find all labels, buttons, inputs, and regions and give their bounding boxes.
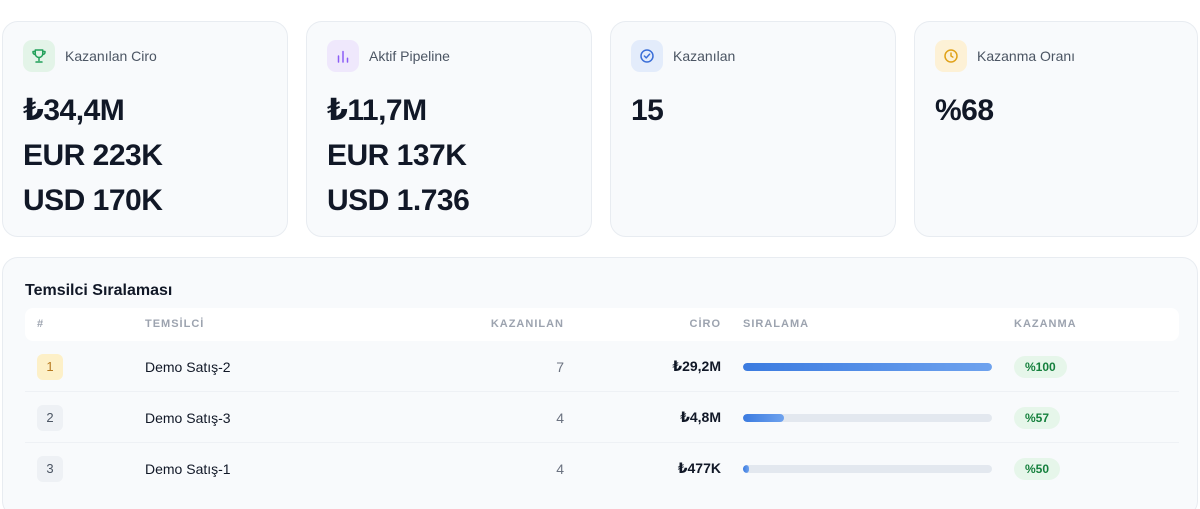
kpi-value: %68 xyxy=(935,94,994,127)
kpi-label: Kazanma Oranı xyxy=(977,48,1076,64)
rank-badge: 2 xyxy=(37,404,63,431)
kpi-value: EUR 137K xyxy=(327,139,467,172)
kpi-value: ₺34,4M xyxy=(23,94,125,127)
won-count: 4 xyxy=(556,460,564,477)
kpi-values: %68 xyxy=(935,88,994,133)
rank-badge: 3 xyxy=(37,455,63,482)
kpi-header: Aktif Pipeline xyxy=(327,40,450,72)
column-header-won[interactable]: KAZANILAN xyxy=(490,318,564,330)
kpi-value: USD 1.736 xyxy=(327,184,470,217)
table-row[interactable]: 2 Demo Satış-3 4 ₺4,8M %57 xyxy=(25,392,1179,443)
kpi-card-win-rate: Kazanma Oranı %68 xyxy=(914,21,1198,237)
trophy-icon xyxy=(23,40,55,72)
ranking-bar-fill xyxy=(743,413,784,422)
table-row[interactable]: 1 Demo Satış-2 7 ₺29,2M %100 xyxy=(25,341,1179,392)
kpi-header: Kazanılan xyxy=(631,40,735,72)
kpi-card-active-pipeline: Aktif Pipeline ₺11,7M EUR 137K USD 1.736 xyxy=(306,21,592,237)
kpi-value: EUR 223K xyxy=(23,139,163,172)
kpi-values: ₺11,7M EUR 137K USD 1.736 xyxy=(327,88,470,223)
ranking-bar-fill xyxy=(743,464,749,473)
table-row[interactable]: 3 Demo Satış-1 4 ₺477K %50 xyxy=(25,443,1179,494)
ranking-bar xyxy=(743,464,992,473)
rep-name: Demo Satış-2 xyxy=(145,358,231,375)
column-header-rank[interactable]: # xyxy=(37,318,45,330)
section-title: Temsilci Sıralaması xyxy=(25,282,173,299)
column-header-ranking[interactable]: SIRALAMA xyxy=(743,318,810,330)
kpi-value: USD 170K xyxy=(23,184,163,217)
column-header-rep[interactable]: TEMSİLCİ xyxy=(145,318,205,330)
won-count: 4 xyxy=(556,409,564,426)
column-header-revenue[interactable]: CİRO xyxy=(689,318,721,330)
kpi-label: Kazanılan Ciro xyxy=(65,48,157,64)
kpi-label: Aktif Pipeline xyxy=(369,48,450,64)
revenue-value: ₺477K xyxy=(677,460,721,476)
win-rate-badge: %57 xyxy=(1014,406,1061,429)
kpi-values: 15 xyxy=(631,88,664,133)
win-rate-badge: %100 xyxy=(1014,355,1067,378)
kpi-value: 15 xyxy=(631,94,664,127)
rep-name: Demo Satış-3 xyxy=(145,409,231,426)
rank-badge: 1 xyxy=(37,353,63,380)
kpi-header: Kazanılan Ciro xyxy=(23,40,157,72)
kpi-value: ₺11,7M xyxy=(327,94,427,127)
ranking-bar xyxy=(743,362,992,371)
kpi-card-won-revenue: Kazanılan Ciro ₺34,4M EUR 223K USD 170K xyxy=(2,21,288,237)
rep-ranking-card: Temsilci Sıralaması # TEMSİLCİ KAZANILAN… xyxy=(2,257,1198,509)
column-header-win-rate[interactable]: KAZANMA xyxy=(1014,318,1077,330)
revenue-value: ₺4,8M xyxy=(680,409,721,425)
revenue-value: ₺29,2M xyxy=(672,358,721,374)
kpi-row: Kazanılan Ciro ₺34,4M EUR 223K USD 170K … xyxy=(2,21,1198,237)
rep-name: Demo Satış-1 xyxy=(145,460,231,477)
kpi-label: Kazanılan xyxy=(673,48,736,64)
check-circle-icon xyxy=(631,40,663,72)
ranking-bar xyxy=(743,413,992,422)
clock-icon xyxy=(935,40,967,72)
win-rate-badge: %50 xyxy=(1014,457,1061,480)
won-count: 7 xyxy=(556,358,564,375)
kpi-header: Kazanma Oranı xyxy=(935,40,1075,72)
bar-chart-icon xyxy=(327,40,359,72)
table-header: # TEMSİLCİ KAZANILAN CİRO SIRALAMA KAZAN… xyxy=(25,308,1179,341)
kpi-values: ₺34,4M EUR 223K USD 170K xyxy=(23,88,163,223)
kpi-card-won-count: Kazanılan 15 xyxy=(610,21,896,237)
ranking-bar-fill xyxy=(743,362,992,371)
rep-ranking-table: # TEMSİLCİ KAZANILAN CİRO SIRALAMA KAZAN… xyxy=(25,308,1179,494)
